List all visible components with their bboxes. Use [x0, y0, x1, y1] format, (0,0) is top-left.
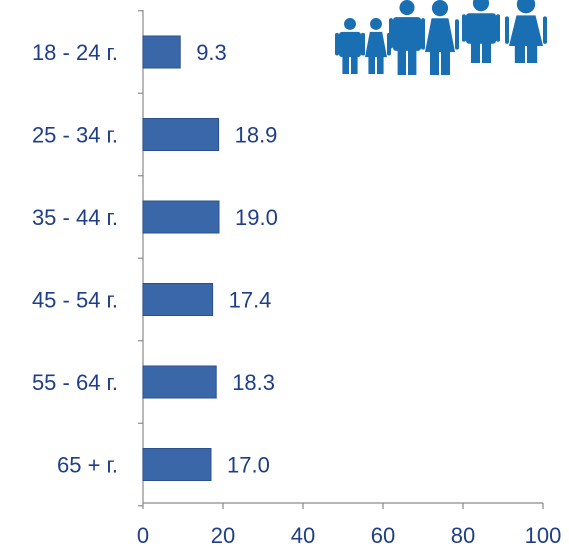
value-label: 17.0 — [227, 453, 270, 478]
value-labels: 9.3 18.9 19.0 17.4 18.3 17.0 — [196, 40, 278, 478]
bar — [142, 283, 214, 316]
x-tick-label: 0 — [137, 523, 149, 548]
woman-icon — [421, 0, 459, 75]
category-label: 55 - 64 г. — [32, 370, 118, 395]
category-label: 65 + г. — [57, 453, 118, 478]
x-tick-label: 20 — [211, 523, 235, 548]
category-label: 45 - 54 г. — [32, 288, 118, 313]
boy-icon — [335, 18, 365, 74]
value-label: 19.0 — [235, 205, 278, 230]
x-tick-labels: 0 20 40 60 80 100 — [137, 523, 561, 548]
bar — [142, 448, 212, 481]
category-label: 25 - 34 г. — [32, 123, 118, 148]
people-icons — [335, 0, 547, 75]
man-icon — [389, 0, 425, 75]
value-label: 18.3 — [232, 370, 275, 395]
x-tick-label: 60 — [371, 523, 395, 548]
x-tick-label: 80 — [451, 523, 475, 548]
value-label: 18.9 — [235, 123, 278, 148]
bar — [142, 365, 217, 399]
chart-axes — [138, 10, 544, 509]
woman-icon — [505, 0, 547, 63]
value-label: 9.3 — [196, 40, 227, 65]
category-label: 18 - 24 г. — [32, 40, 118, 65]
category-labels: 18 - 24 г. 25 - 34 г. 35 - 44 г. 45 - 54 г.… — [32, 40, 118, 478]
bar — [142, 118, 220, 151]
x-tick-label: 40 — [291, 523, 315, 548]
man-icon — [462, 0, 500, 63]
category-label: 35 - 44 г. — [32, 205, 118, 230]
value-label: 17.4 — [229, 288, 272, 313]
x-tick-label: 100 — [525, 523, 562, 548]
bar — [142, 200, 220, 234]
bars-group — [142, 35, 220, 481]
bar — [142, 35, 181, 69]
girl-icon — [361, 18, 391, 74]
